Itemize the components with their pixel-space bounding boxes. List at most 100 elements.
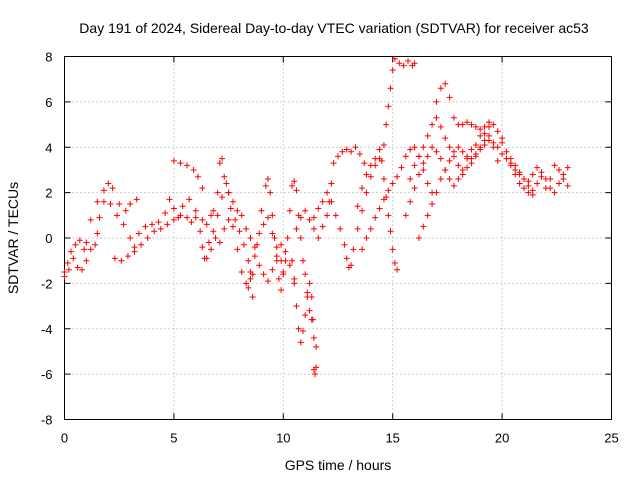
data-point <box>199 244 206 251</box>
data-point <box>100 198 107 205</box>
data-point <box>446 176 453 183</box>
data-point <box>177 160 184 167</box>
data-point <box>464 164 471 171</box>
y-tick-label: -4 <box>41 322 53 337</box>
x-axis: 0 5 10 15 20 25 <box>61 56 619 446</box>
data-point <box>282 257 289 264</box>
data-point <box>299 328 306 335</box>
data-point <box>203 221 210 228</box>
data-point <box>243 225 250 232</box>
data-point <box>520 185 527 192</box>
data-point <box>372 214 379 221</box>
data-point <box>420 160 427 167</box>
data-point <box>407 146 414 153</box>
data-series <box>245 176 287 294</box>
data-point <box>437 176 444 183</box>
data-point <box>415 235 422 241</box>
data-point <box>79 266 86 273</box>
data-point <box>433 148 440 155</box>
data-point <box>105 180 112 187</box>
data-point <box>477 126 484 133</box>
data-series <box>310 155 383 271</box>
data-point <box>295 325 302 332</box>
data-point <box>151 228 158 235</box>
data-series <box>61 198 138 280</box>
data-point <box>354 225 361 232</box>
data-point <box>286 207 293 214</box>
data-point <box>170 157 177 164</box>
data-point <box>424 132 431 139</box>
data-point <box>394 266 401 273</box>
data-point <box>352 144 359 151</box>
chart-title: Day 191 of 2024, Sidereal Day-to-day VTE… <box>79 20 589 36</box>
data-point <box>155 219 162 226</box>
data-point <box>468 121 475 128</box>
data-point <box>190 166 197 173</box>
data-point <box>442 135 449 142</box>
data-point <box>387 85 394 92</box>
data-point <box>144 235 151 241</box>
data-point <box>446 94 453 101</box>
data-point <box>411 60 418 67</box>
data-point <box>269 230 276 237</box>
data-point <box>216 239 223 246</box>
data-point <box>234 246 241 253</box>
data-point <box>94 198 101 205</box>
data-point <box>214 212 221 219</box>
data-point <box>437 123 444 130</box>
x-tick-label: 15 <box>385 431 399 446</box>
data-point <box>376 205 383 212</box>
data-point <box>529 171 536 178</box>
data-point <box>490 139 497 146</box>
data-point <box>229 223 236 230</box>
data-point <box>127 200 134 207</box>
data-point <box>468 146 475 153</box>
data-point <box>424 212 431 219</box>
data-point <box>464 153 471 160</box>
data-point <box>223 180 230 187</box>
data-point <box>477 146 484 153</box>
data-point <box>87 216 94 223</box>
data-point <box>210 207 217 214</box>
data-point <box>264 176 271 183</box>
data-point <box>179 203 186 210</box>
data-point <box>225 189 232 196</box>
data-point <box>72 241 79 248</box>
data-point <box>363 171 370 178</box>
data-point <box>186 196 193 203</box>
data-point <box>402 153 409 160</box>
data-point <box>297 339 304 346</box>
y-tick-label: -8 <box>41 413 53 428</box>
data-point <box>302 271 309 278</box>
data-point <box>485 123 492 130</box>
data-point <box>485 137 492 144</box>
data-point <box>319 223 326 230</box>
data-series <box>111 212 195 264</box>
data-point <box>520 176 527 183</box>
data-point <box>164 221 171 228</box>
data-point <box>551 189 558 196</box>
data-point <box>203 255 210 262</box>
data-point <box>256 230 263 237</box>
data-point <box>122 207 129 214</box>
data-point <box>450 114 457 121</box>
data-point <box>446 144 453 151</box>
data-point <box>142 223 149 230</box>
data-point <box>564 182 571 189</box>
data-point <box>380 141 387 148</box>
data-point <box>407 198 414 205</box>
data-point <box>260 221 267 228</box>
data-point <box>359 207 366 214</box>
data-point <box>249 293 256 300</box>
data-point <box>254 241 261 248</box>
data-point <box>264 278 271 285</box>
data-point <box>238 269 245 276</box>
data-point <box>442 80 449 87</box>
data-point <box>420 223 427 230</box>
data-point <box>468 155 475 162</box>
data-point <box>306 216 313 223</box>
data-series <box>499 139 571 198</box>
data-point <box>367 173 374 180</box>
data-point <box>359 185 366 192</box>
